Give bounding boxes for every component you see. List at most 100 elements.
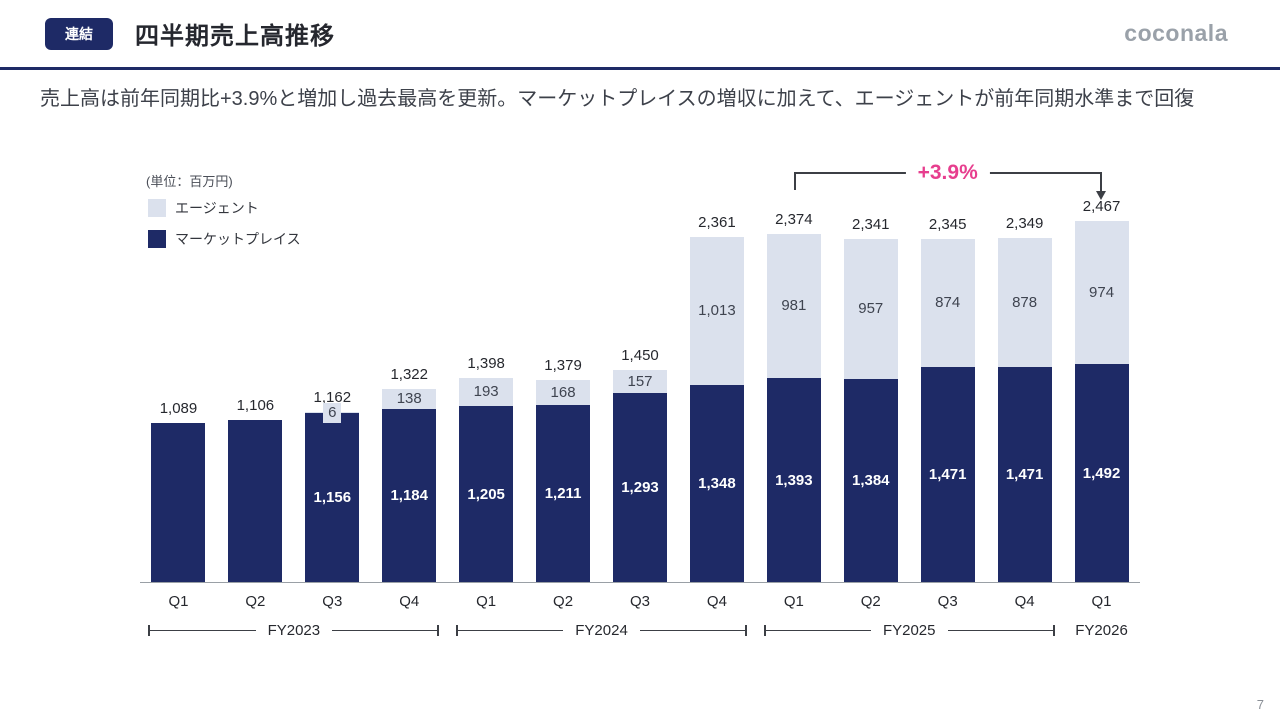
- bar-segment-marketplace: 1,211: [536, 405, 591, 582]
- agent-value-label: 157: [622, 371, 658, 392]
- total-value-label: 2,341: [851, 216, 890, 233]
- bar-Q3-10: 874 1,471: [920, 239, 975, 582]
- bar-segment-marketplace: 1,205: [459, 406, 514, 582]
- total-value-label: 1,322: [390, 366, 428, 383]
- bracket-line: [458, 629, 564, 631]
- bar-Q4-3: 138 1,184: [382, 389, 437, 582]
- legend-swatch-agent: [148, 199, 166, 217]
- bar-segment-marketplace: 1,348: [689, 385, 744, 582]
- marketplace-value-label: 1,384: [851, 472, 890, 489]
- bar-segment-marketplace: 1,293: [613, 393, 667, 582]
- fiscal-year-group-FY2023: FY2023: [148, 621, 440, 639]
- bar-segment-agent: 878: [997, 238, 1052, 367]
- bar-Q1-8: 981 1,393: [766, 234, 821, 582]
- bar-Q4-11: 878 1,471: [997, 238, 1052, 582]
- x-axis-label: Q3: [322, 593, 343, 610]
- total-value-label: 1,162: [313, 389, 352, 406]
- marketplace-value-label: 1,393: [775, 471, 813, 489]
- total-value-label: 2,349: [1005, 215, 1044, 232]
- bar-Q2-9: 957 1,384: [843, 239, 898, 582]
- x-axis-label: Q2: [245, 593, 266, 610]
- bar-Q2-5: 168 1,211: [536, 380, 591, 582]
- agent-value-label: 981: [776, 296, 812, 316]
- agent-value-label: 874: [930, 293, 966, 313]
- bar-segment-marketplace: 1,492: [1074, 364, 1129, 582]
- bar-Q4-7: 1,013 1,348: [689, 237, 744, 582]
- bracket-tick: [148, 624, 151, 636]
- marketplace-value-label: 1,205: [467, 485, 505, 503]
- bar-Q1-12: 974 1,492: [1074, 221, 1129, 582]
- fiscal-year-label: FY2025: [882, 621, 936, 639]
- consolidated-badge: 連結: [45, 17, 113, 50]
- x-axis-label: Q1: [476, 593, 497, 610]
- growth-rate-label: +3.9%: [905, 161, 990, 185]
- bar-segment-marketplace: 1,471: [920, 367, 975, 582]
- bracket-line: [332, 629, 438, 631]
- page-number: 7: [1256, 697, 1264, 712]
- total-value-label: 1,398: [467, 355, 505, 372]
- bar-Q2-1: [228, 420, 283, 582]
- fiscal-year-label: FY2026: [1075, 621, 1128, 639]
- agent-value-label: 193: [468, 382, 504, 402]
- agent-value-label: 878: [1007, 292, 1043, 313]
- total-value-label: 2,345: [928, 216, 967, 233]
- legend-item-marketplace: マーケットプレイス: [148, 229, 301, 249]
- marketplace-value-label: 1,471: [928, 466, 967, 483]
- agent-value-label: 1,013: [693, 301, 741, 321]
- legend-swatch-marketplace: [148, 230, 166, 248]
- x-axis-label: Q3: [937, 593, 958, 610]
- bracket-tick: [456, 624, 459, 636]
- fiscal-year-label: FY2024: [575, 621, 628, 639]
- legend-item-agent: エージェント: [148, 198, 301, 218]
- unit-label: (単位：百万円): [146, 174, 233, 189]
- legend-label-marketplace: マーケットプレイス: [175, 231, 301, 247]
- marketplace-value-label: 1,471: [1005, 466, 1044, 483]
- bar-segment-marketplace: 1,471: [997, 367, 1052, 582]
- marketplace-value-label: 1,293: [621, 479, 659, 496]
- stacked-bar-chart: 1,089 Q1 1,106 Q2 6 1,156 1,162 Q3 138 1,184 1,322…: [140, 160, 1140, 639]
- x-axis-label: Q2: [553, 593, 574, 610]
- x-axis-label: Q1: [168, 593, 189, 610]
- total-value-label: 2,467: [1082, 198, 1121, 215]
- bar-segment-marketplace: 1,384: [843, 379, 898, 582]
- agent-value-label: 974: [1084, 282, 1120, 303]
- growth-annotation-bracket: +3.9%: [793, 161, 1106, 200]
- bar-segment-marketplace: [228, 420, 283, 582]
- total-value-label: 1,450: [621, 347, 659, 364]
- bar-segment-agent: 157: [613, 370, 667, 393]
- x-axis-label: Q1: [1091, 593, 1112, 610]
- x-axis-label: Q1: [783, 593, 804, 610]
- x-axis-label: Q4: [399, 593, 420, 610]
- bracket-line: [947, 629, 1053, 631]
- bracket-tick: [437, 624, 440, 636]
- x-axis-label: Q4: [706, 593, 727, 610]
- page-title: 四半期売上高推移: [135, 23, 335, 50]
- legend: エージェント マーケットプレイス: [148, 198, 301, 260]
- fiscal-year-group-FY2025: FY2025: [763, 621, 1055, 639]
- x-axis-label: Q2: [860, 593, 881, 610]
- total-value-label: 1,379: [544, 357, 582, 374]
- total-value-label: 2,361: [698, 214, 736, 231]
- bar-segment-agent: 168: [536, 380, 591, 405]
- bracket-line: [765, 629, 871, 631]
- agent-value-label: 957: [853, 299, 889, 319]
- agent-value-label: 168: [545, 382, 581, 403]
- header: 連結 四半期売上高推移 coconala: [0, 0, 1280, 70]
- fiscal-year-label: FY2023: [267, 621, 321, 639]
- bracket-line: [639, 629, 745, 631]
- fiscal-year-group-FY2024: FY2024: [456, 621, 747, 639]
- marketplace-value-label: 1,184: [390, 487, 428, 504]
- bar-segment-agent: 6: [305, 402, 360, 423]
- coconala-logo: coconala: [1124, 20, 1228, 46]
- bracket-tick: [744, 624, 747, 636]
- summary-text: 売上高は前年同期比+3.9%と増加し過去最高を更新。マーケットプレイスの増収に加…: [40, 88, 1195, 110]
- bar-segment-agent: 1,013: [689, 237, 744, 385]
- marketplace-value-label: 1,348: [698, 475, 736, 492]
- fiscal-year-group-FY2026: FY2026: [1072, 622, 1132, 639]
- bracket-tick: [763, 624, 766, 636]
- bar-Q3-6: 157 1,293: [613, 370, 667, 582]
- x-axis-label: Q3: [629, 593, 650, 610]
- arrow-down-icon: [1095, 191, 1106, 200]
- total-value-label: 1,106: [236, 397, 275, 414]
